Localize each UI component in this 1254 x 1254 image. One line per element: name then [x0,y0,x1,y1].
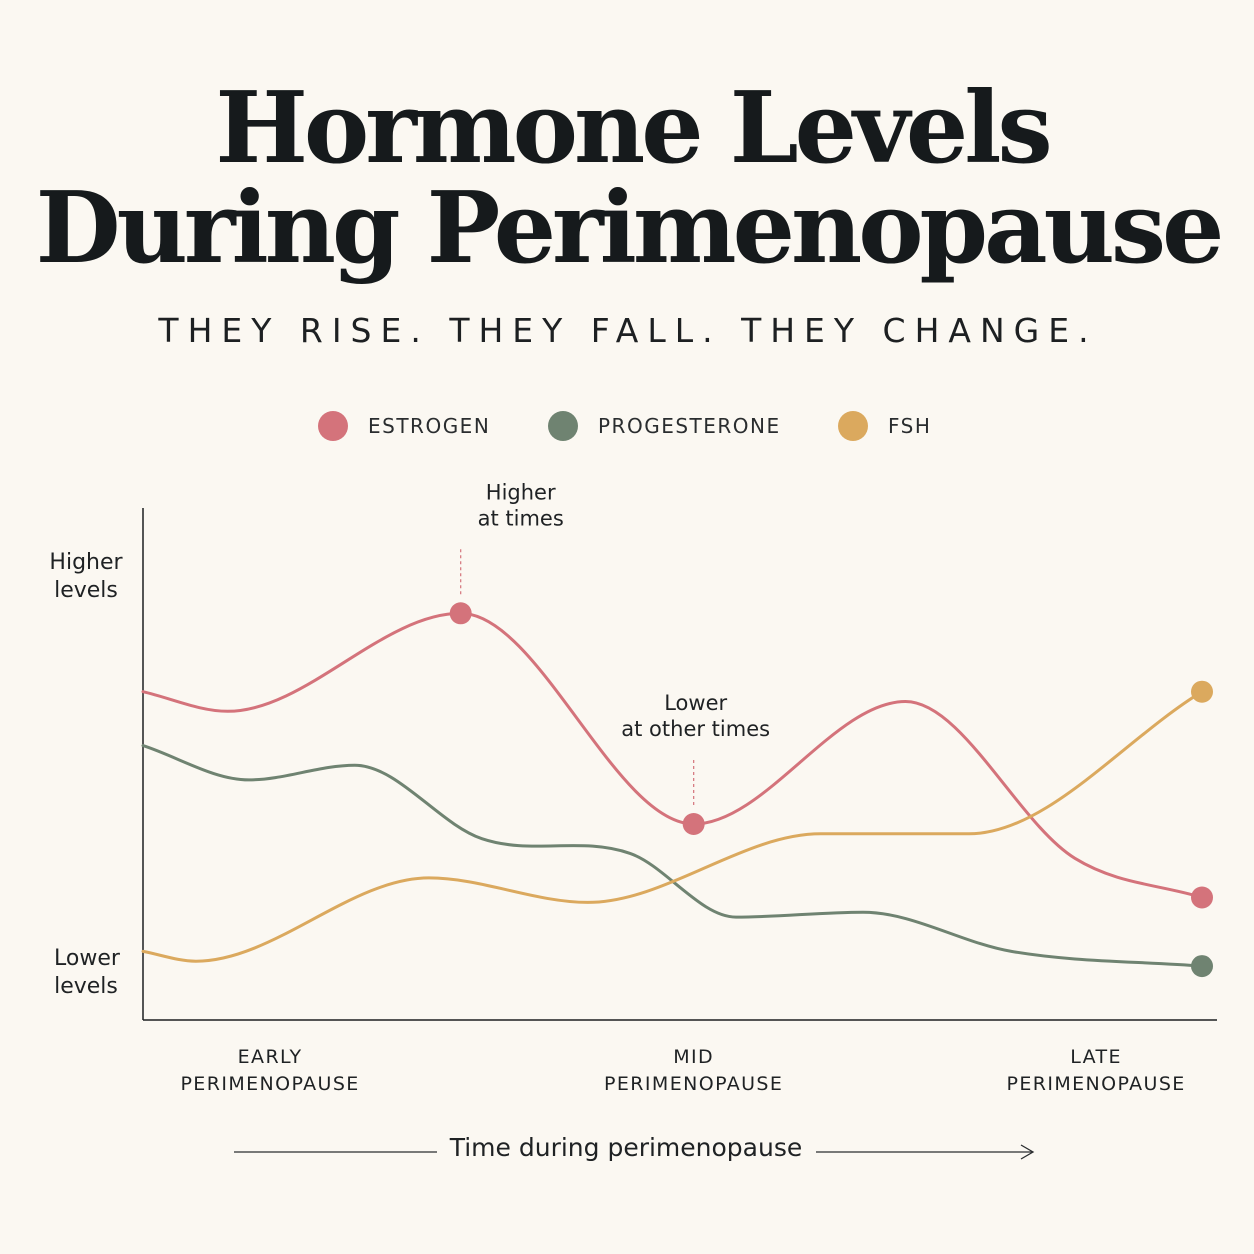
series-line-estrogen [141,611,1204,899]
y-label-low-line-1: Lower [54,946,121,971]
data-point-fsh-6 [1191,680,1213,703]
chart-subtitle: THEY RISE. THEY FALL. THEY CHANGE. [157,311,1097,350]
y-label-low-line-2: levels [54,974,118,999]
data-point-estrogen-3 [682,813,705,835]
y-label-high-line-1: Higher [49,550,123,575]
legend-label-progesterone: PROGESTERONE [598,414,781,438]
x-label-arrow-head [1020,1144,1035,1160]
annotation-text-1-line-1: at other times [621,717,770,741]
series-markers [449,602,1213,978]
x-tick-label-1-line-1: PERIMENOPAUSE [604,1073,783,1095]
x-tick-label-0-line-0: EARLY [238,1046,303,1068]
legend: ESTROGEN PROGESTERONE FSH [318,411,931,441]
data-point-progesterone-8 [1191,955,1213,978]
chart-title-line-2: During Perimenopause [36,171,1221,286]
annotation-text-0-line-1: at times [478,506,564,530]
x-tick-label-2-line-0: LATE [1070,1046,1122,1068]
x-tick-label-0-line-1: PERIMENOPAUSE [180,1073,359,1095]
legend-label-fsh: FSH [888,414,931,438]
legend-swatch-estrogen [318,411,348,441]
annotation-text-0-line-0: Higher [486,480,556,504]
y-label-high-line-2: levels [54,578,118,603]
data-point-estrogen-2 [449,602,472,625]
annotation-text-1-line-0: Lower [664,691,727,715]
series-lines [141,611,1204,968]
chart-title-line-1: Hormone Levels [215,71,1049,186]
legend-swatch-fsh [838,411,868,441]
data-point-estrogen-6 [1191,886,1213,909]
x-tick-labels: EARLY PERIMENOPAUSE MID PERIMENOPAUSE LATE PE… [180,1046,1185,1095]
x-tick-label-1-line-0: MID [673,1046,714,1068]
x-tick-label-2-line-1: PERIMENOPAUSE [1006,1073,1185,1095]
legend-label-estrogen: ESTROGEN [368,414,490,438]
series-line-fsh [141,690,1204,963]
legend-swatch-progesterone [548,411,578,441]
x-axis-label: Time during perimenopause [449,1133,803,1162]
series-line-progesterone [141,744,1204,968]
